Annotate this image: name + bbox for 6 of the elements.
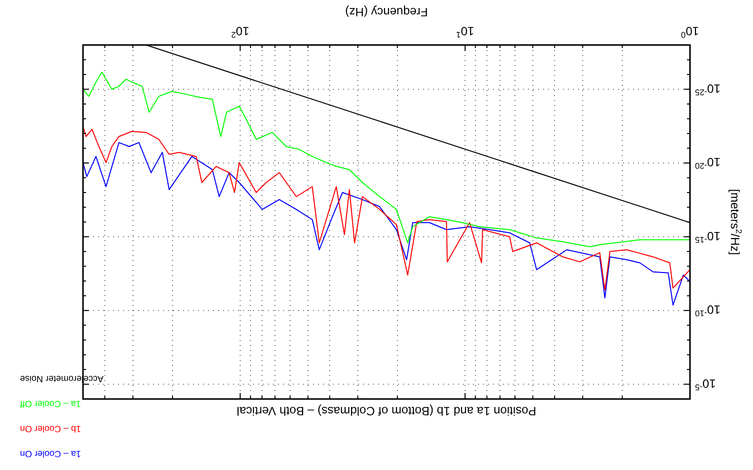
text: Position 1a and 1b (Bottom of Coldmass) – Both Vertical — [236, 404, 536, 418]
text: 1a – Cooler Off — [20, 399, 81, 409]
text: 1a – Cooler On — [20, 449, 82, 459]
x-axis-title: Frequency (Hz) — [345, 5, 428, 19]
text: 1b – Cooler On — [20, 424, 82, 434]
legend-label: Accelerometer Noise — [20, 374, 104, 384]
